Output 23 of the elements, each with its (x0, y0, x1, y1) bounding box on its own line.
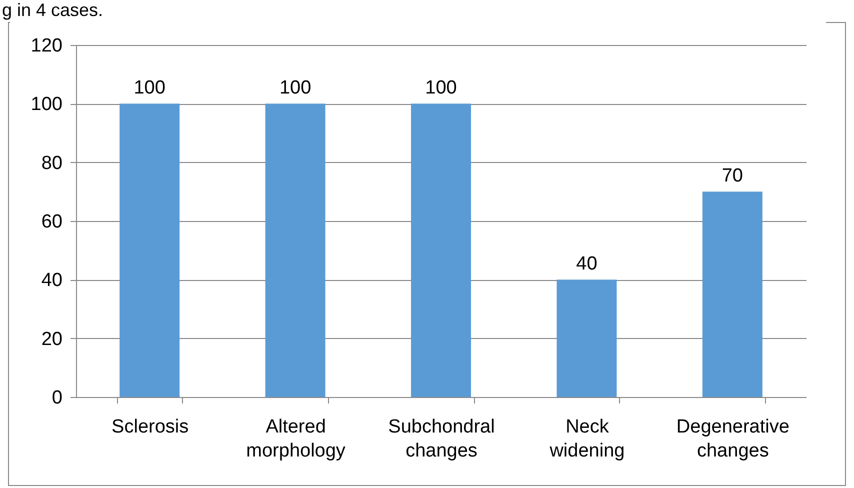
y-tick-label: 100 (30, 94, 62, 116)
x-tick-label: Subchondral changes (388, 416, 495, 462)
data-label: 100 (279, 78, 312, 99)
text: g in 4 cases. (2, 0, 104, 20)
y-tick-label: 20 (41, 328, 62, 350)
x-tick-label: Degenerative changes (676, 416, 790, 462)
y-tick-label: 40 (41, 270, 62, 292)
bar (120, 104, 180, 397)
x-tick-label: Sclerosis (112, 416, 189, 438)
bar (265, 104, 326, 397)
bar (702, 192, 762, 397)
bar (556, 280, 617, 397)
x-tick-label: Neck widening (548, 416, 625, 462)
data-label: 100 (134, 78, 166, 99)
bar (411, 104, 471, 397)
data-label: 70 (722, 166, 743, 187)
data-label: 40 (576, 254, 598, 275)
y-tick-label: 120 (30, 36, 62, 56)
y-tick-label: 60 (41, 212, 62, 232)
y-tick-label: 80 (41, 152, 62, 174)
data-label: 100 (425, 78, 457, 99)
y-tick-label: 0 (52, 388, 62, 408)
x-tick-label: Altered morphology (246, 416, 346, 462)
